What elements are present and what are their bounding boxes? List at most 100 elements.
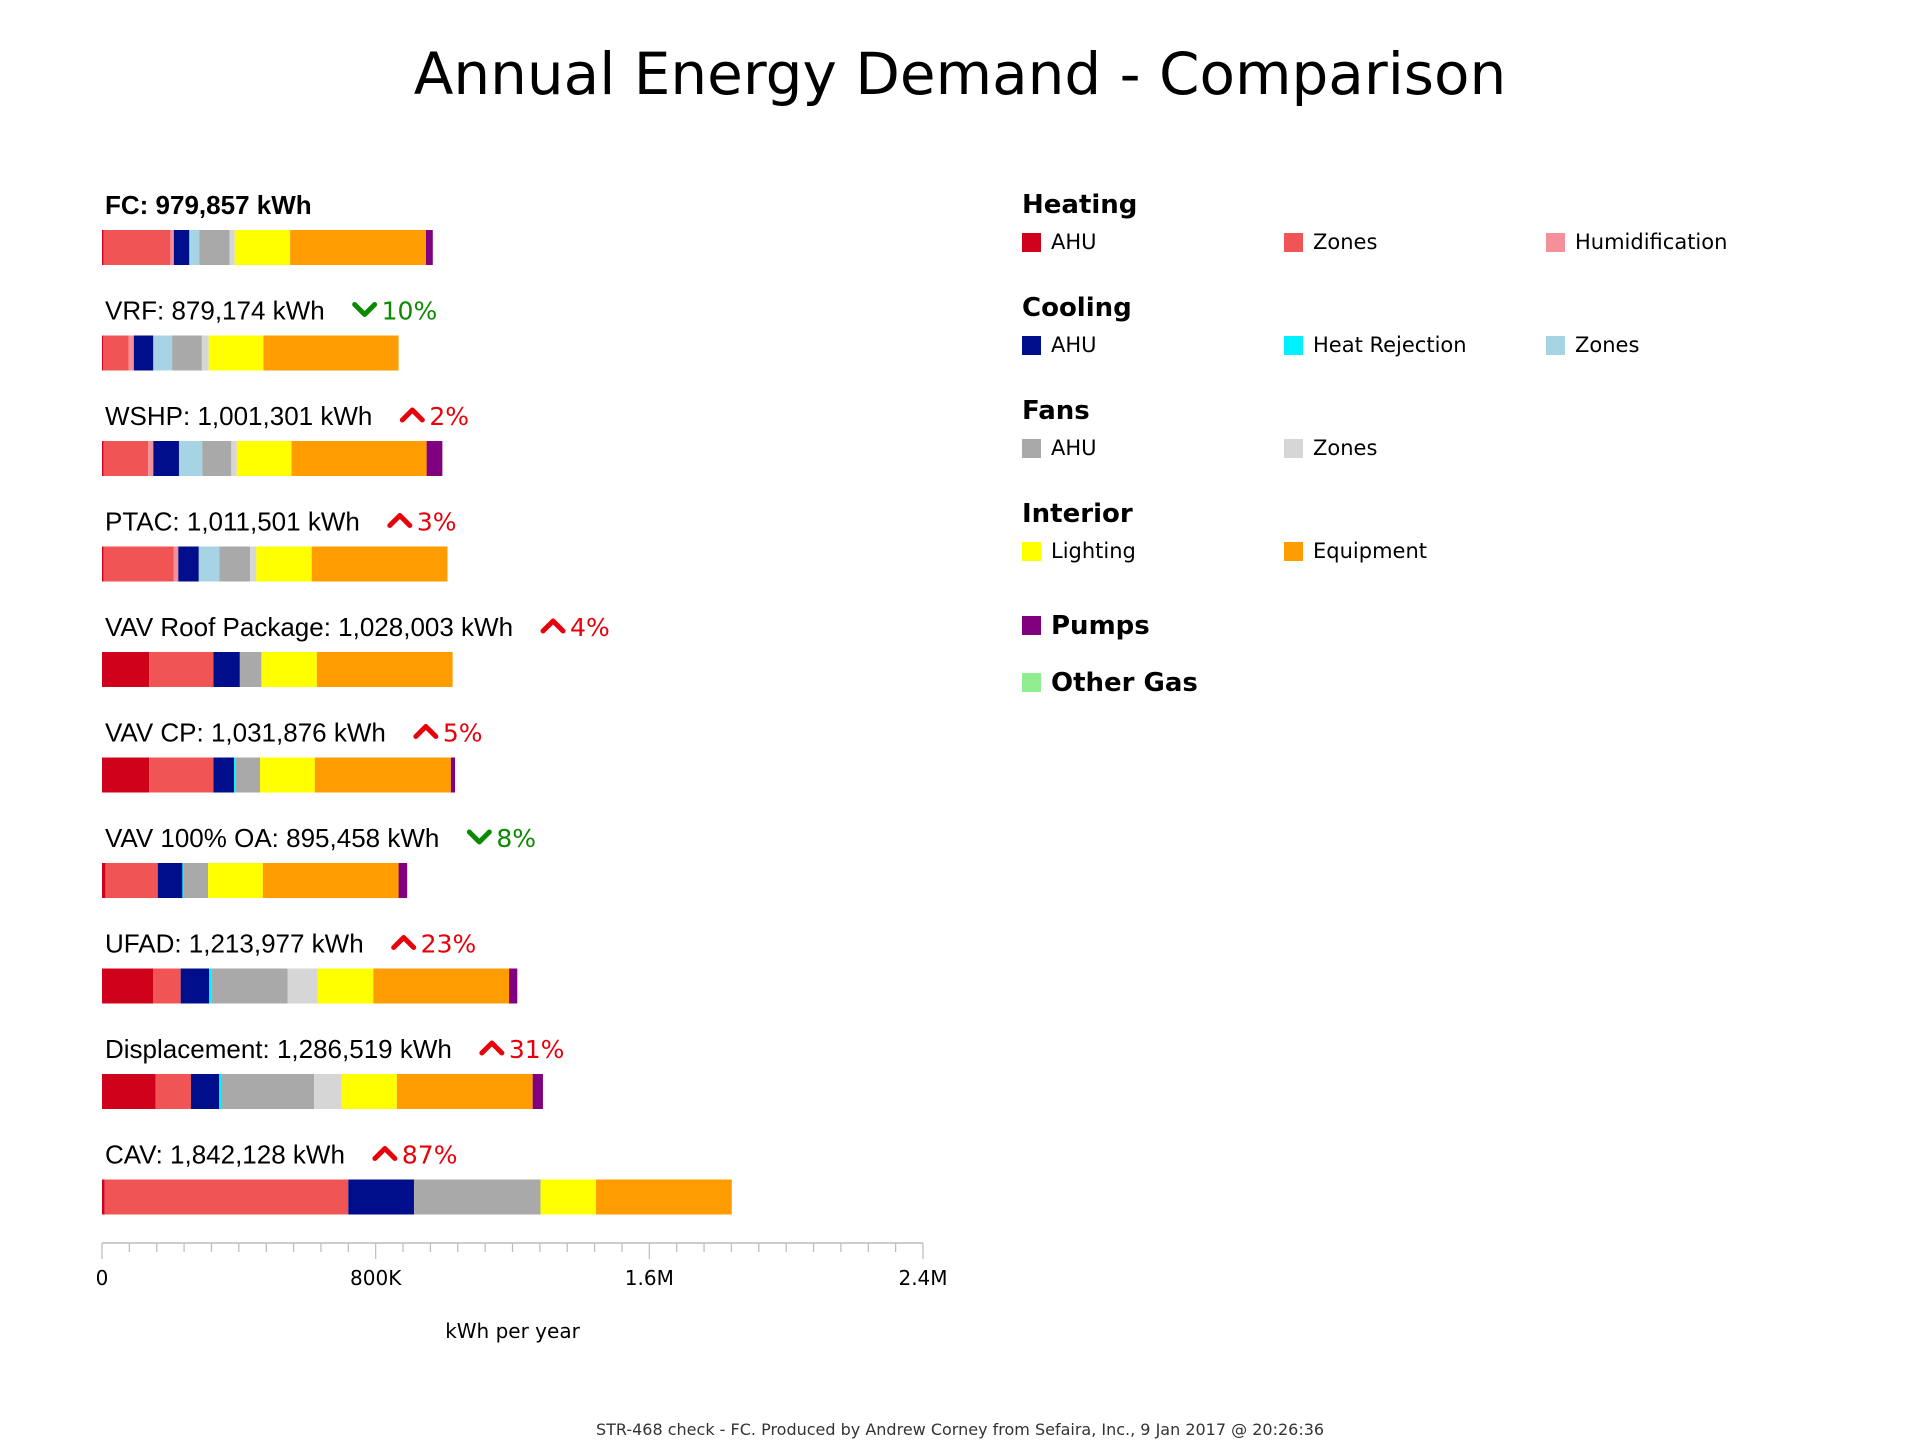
bar-segment bbox=[173, 546, 179, 582]
chevron-up-icon bbox=[540, 618, 566, 634]
bar-segment bbox=[317, 968, 374, 1004]
change-percent: 2% bbox=[429, 402, 469, 431]
legend-row: Lighting Equipment bbox=[1022, 536, 1822, 597]
system-row: VRF: 879,174 kWh 10% bbox=[102, 296, 437, 371]
bar-segment bbox=[221, 1074, 315, 1109]
bar-segment bbox=[213, 757, 235, 793]
bar-segment bbox=[133, 335, 154, 371]
bar-segment bbox=[178, 546, 199, 582]
legend-label: Zones bbox=[1313, 436, 1378, 460]
system-row: PTAC: 1,011,501 kWh 3% bbox=[102, 507, 456, 582]
legend-item: Zones bbox=[1284, 227, 1546, 257]
bar-segment bbox=[103, 441, 149, 476]
bar-segment bbox=[235, 757, 261, 793]
chevron-up-icon bbox=[391, 935, 417, 950]
bar-segment bbox=[189, 230, 191, 265]
legend-label: Heat Rejection bbox=[1313, 333, 1467, 357]
system-label: WSHP: 1,001,301 kWh bbox=[105, 401, 372, 431]
legend-label: Pumps bbox=[1051, 610, 1150, 641]
legend-row: AHU Zones Humidification bbox=[1022, 227, 1822, 288]
system-row: VAV Roof Package: 1,028,003 kWh 4% bbox=[102, 612, 610, 687]
bar-segment bbox=[102, 757, 150, 793]
x-tick-label: 1.6M bbox=[625, 1266, 674, 1290]
bar-segment bbox=[263, 335, 399, 371]
bar-segment bbox=[211, 968, 288, 1004]
legend-swatch bbox=[1022, 438, 1041, 458]
change-percent: 10% bbox=[382, 297, 438, 326]
legend-group-title: Heating bbox=[1022, 190, 1138, 220]
bar-segment bbox=[540, 1179, 596, 1215]
bar-segment bbox=[102, 441, 104, 476]
bar-segment bbox=[103, 230, 171, 265]
bar-segment bbox=[173, 230, 190, 265]
bar-segment bbox=[450, 757, 456, 793]
bar-segment bbox=[183, 863, 209, 898]
bar-segment bbox=[348, 1179, 414, 1215]
bar-segment bbox=[260, 757, 315, 793]
legend-label: AHU bbox=[1051, 436, 1097, 460]
legend-label: Humidification bbox=[1575, 230, 1728, 254]
legend-swatch bbox=[1284, 438, 1303, 458]
legend-label: Other Gas bbox=[1051, 667, 1198, 698]
legend-label: Equipment bbox=[1313, 539, 1427, 563]
system-row: FC: 979,857 kWh bbox=[102, 190, 433, 265]
legend-item: Zones bbox=[1546, 330, 1808, 360]
legend-swatch bbox=[1022, 673, 1041, 692]
bar-segment bbox=[180, 968, 210, 1004]
bar-segment bbox=[311, 546, 448, 582]
legend-item: Heat Rejection bbox=[1284, 330, 1546, 360]
system-label: VAV 100% OA: 895,458 kWh bbox=[105, 823, 439, 853]
bar-segment bbox=[396, 1074, 533, 1109]
bar-segment bbox=[190, 230, 200, 265]
system-label: UFAD: 1,213,977 kWh bbox=[105, 929, 364, 959]
bar-segment bbox=[532, 1074, 543, 1109]
bar-segment bbox=[426, 441, 443, 476]
legend-swatch bbox=[1022, 335, 1041, 355]
x-axis-title: kWh per year bbox=[445, 1319, 580, 1343]
bar-segment bbox=[425, 230, 433, 265]
bar-segment bbox=[229, 230, 235, 265]
system-label: Displacement: 1,286,519 kWh bbox=[105, 1034, 452, 1064]
bar-segment bbox=[148, 441, 154, 476]
bar-segment bbox=[102, 1074, 156, 1109]
bar-segment bbox=[149, 652, 214, 687]
bar-segment bbox=[102, 863, 106, 898]
bar-segment bbox=[102, 968, 154, 1004]
bar-segment bbox=[316, 652, 453, 687]
legend-swatch bbox=[1546, 335, 1565, 355]
bar-segment bbox=[398, 863, 408, 898]
change-percent: 4% bbox=[570, 613, 610, 642]
page-title: Annual Energy Demand - Comparison bbox=[413, 40, 1507, 108]
bar-segment bbox=[157, 863, 183, 898]
bar-segment bbox=[219, 546, 251, 582]
bar-segment bbox=[291, 441, 427, 476]
change-percent: 31% bbox=[509, 1035, 565, 1064]
system-label: FC: 979,857 kWh bbox=[105, 190, 312, 220]
system-row: UFAD: 1,213,977 kWh 23% bbox=[102, 929, 518, 1004]
bar-segment bbox=[104, 1179, 349, 1215]
change-percent: 23% bbox=[421, 930, 477, 959]
chevron-up-icon bbox=[479, 1040, 505, 1056]
chevron-up-icon bbox=[413, 724, 439, 739]
bar-segment bbox=[102, 1179, 105, 1215]
legend-item: Other Gas bbox=[1022, 654, 1822, 711]
bar-segment bbox=[239, 652, 262, 687]
legend-item: Zones bbox=[1284, 433, 1546, 463]
legend-group-title: Interior bbox=[1022, 499, 1133, 529]
system-label: CAV: 1,842,128 kWh bbox=[105, 1140, 345, 1170]
system-label: PTAC: 1,011,501 kWh bbox=[105, 507, 360, 537]
bar-segment bbox=[103, 335, 129, 371]
legend-swatch bbox=[1284, 541, 1303, 561]
x-axis: 0 800K 1.6M 2.4M kWh per year bbox=[96, 1242, 948, 1343]
bar-segment bbox=[172, 335, 202, 371]
legend-swatch bbox=[1284, 335, 1303, 355]
bar-segment bbox=[155, 1074, 191, 1109]
legend-row: AHU Heat Rejection Zones bbox=[1022, 330, 1822, 391]
bar-segment bbox=[153, 441, 179, 476]
chevron-up-icon bbox=[399, 407, 425, 423]
bar-segment bbox=[209, 968, 212, 1004]
chevron-up-icon bbox=[387, 513, 413, 528]
bar-segment bbox=[199, 230, 230, 265]
system-row: WSHP: 1,001,301 kWh 2% bbox=[102, 401, 469, 476]
system-label: VAV Roof Package: 1,028,003 kWh bbox=[105, 612, 513, 642]
